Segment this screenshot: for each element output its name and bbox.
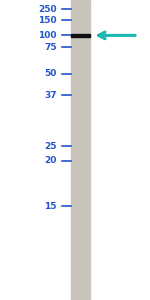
Text: 25: 25 [45, 142, 57, 151]
Text: 37: 37 [44, 91, 57, 100]
Text: 20: 20 [45, 156, 57, 165]
Bar [70, 34, 90, 37]
Text: 150: 150 [38, 16, 57, 25]
Text: 100: 100 [39, 31, 57, 40]
Bar [70, 0, 90, 300]
Text: 50: 50 [45, 69, 57, 78]
Text: 250: 250 [38, 4, 57, 14]
Text: 75: 75 [44, 43, 57, 52]
Text: 15: 15 [45, 202, 57, 211]
